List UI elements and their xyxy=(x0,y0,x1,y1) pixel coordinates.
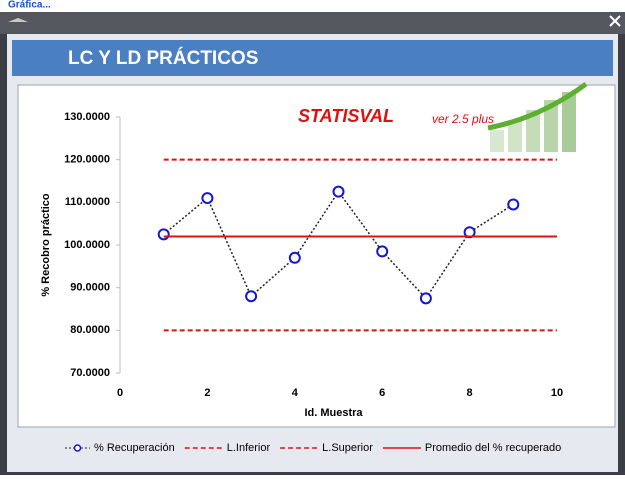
data-point xyxy=(334,187,344,197)
legend-label: L.Superior xyxy=(322,442,373,454)
legend-label: Promedio del % recuperado xyxy=(425,442,561,454)
data-point xyxy=(246,291,256,301)
legend-label: L.Inferior xyxy=(227,442,271,454)
x-axis-label: Id. Muestra xyxy=(304,407,363,419)
legend-label: % Recuperación xyxy=(94,442,175,454)
data-point xyxy=(202,193,212,203)
data-point xyxy=(290,253,300,263)
y-tick-label: 80.0000 xyxy=(70,324,110,336)
y-axis-label: % Recobro práctico xyxy=(40,193,52,297)
window-title: LC Y LD PRÁCTICOS xyxy=(68,47,258,69)
y-tick-label: 130.0000 xyxy=(64,111,110,123)
x-tick-label: 8 xyxy=(467,387,473,399)
y-tick-label: 100.0000 xyxy=(64,239,110,251)
caption: Gráfica... xyxy=(8,0,51,11)
logo-bar xyxy=(490,130,504,152)
x-tick-label: 4 xyxy=(292,387,299,399)
y-tick-label: 90.0000 xyxy=(70,282,110,294)
data-point xyxy=(159,229,169,239)
legend-marker xyxy=(75,445,81,451)
screen: Gráfica... LC Y LD PRÁCTICOS STATISVAL v… xyxy=(0,0,625,475)
logo-name: STATISVAL xyxy=(298,106,394,126)
x-tick-label: 6 xyxy=(379,387,385,399)
y-tick-label: 120.0000 xyxy=(64,154,110,166)
y-tick-label: 110.0000 xyxy=(65,196,110,208)
data-point xyxy=(421,293,431,303)
x-tick-label: 2 xyxy=(204,387,210,399)
logo-version: ver 2.5 plus xyxy=(432,112,494,126)
data-point xyxy=(377,246,387,256)
x-tick-label: 10 xyxy=(551,387,563,399)
title-bar xyxy=(0,12,625,34)
data-point xyxy=(508,199,518,209)
x-tick-label: 0 xyxy=(117,387,123,399)
y-tick-label: 70.0000 xyxy=(70,367,110,379)
